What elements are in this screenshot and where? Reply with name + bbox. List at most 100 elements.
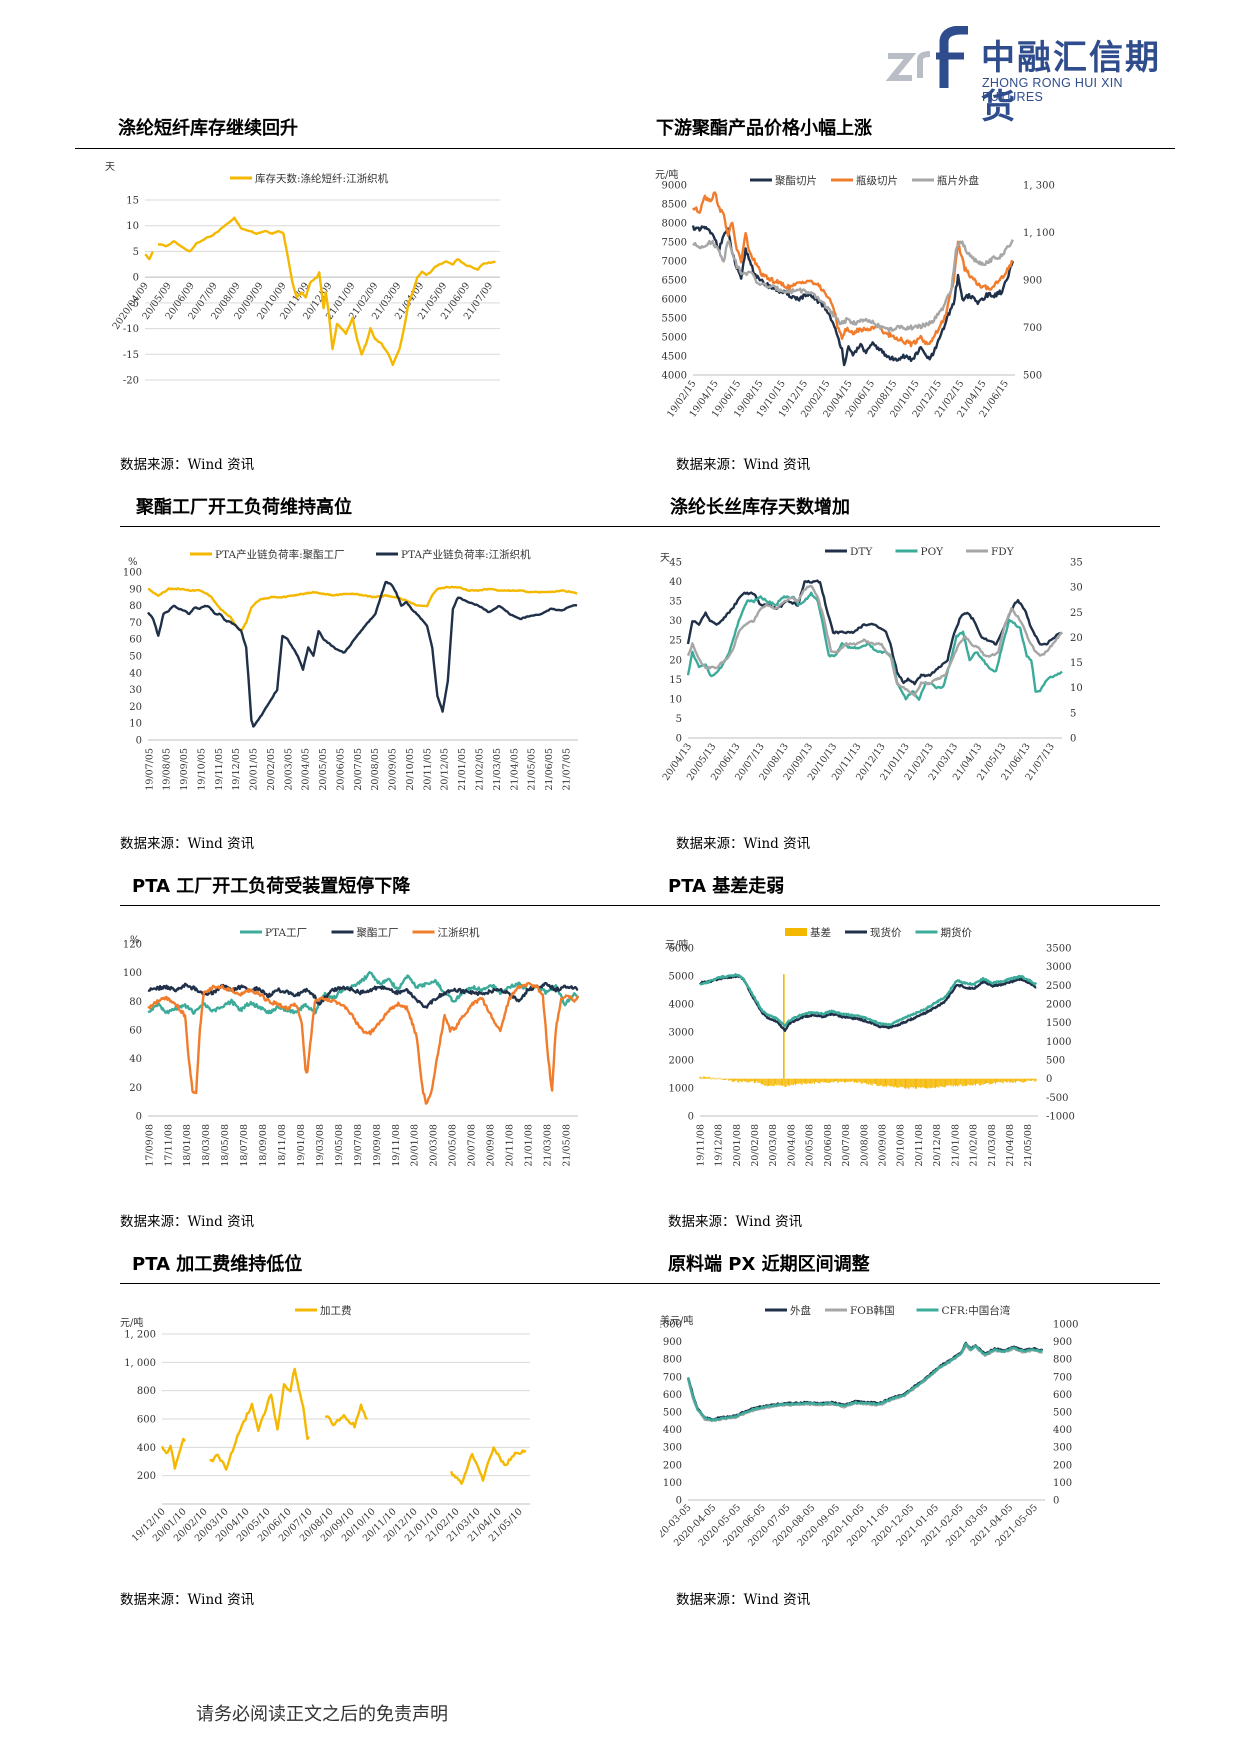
c6-y2tick-label: 2500 (1046, 981, 1071, 992)
c6-basis-bar (839, 1078, 841, 1082)
c6-basis-bar (1019, 1078, 1021, 1082)
c6-basis-bar (857, 1078, 859, 1083)
c6-basis-bar (742, 1078, 744, 1081)
c6-svg: 元/吨6000500040003000200010000350030002500… (665, 926, 1075, 1167)
c2-y2tick-label: 1, 300 (1023, 181, 1055, 192)
c2-ytick-label: 6500 (662, 276, 687, 287)
c6-basis-bar (868, 1078, 870, 1086)
c3-xtick-label: 19/11/05 (214, 748, 225, 791)
c6-basis-bar (853, 1078, 855, 1083)
c3-ytick-label: 0 (136, 736, 142, 747)
c6-basis-bar (921, 1078, 923, 1088)
c3-xtick-label: 20/06/05 (335, 748, 346, 791)
c6-basis-bar (938, 1078, 940, 1088)
c5-xtick-label: 18/03/08 (201, 1124, 212, 1167)
c6-basis-bar (713, 1078, 715, 1080)
c6-basis-bar (803, 1078, 805, 1084)
c6-basis-bar (788, 1078, 790, 1086)
source-p2: 数据来源：Wind 资讯 (676, 457, 811, 473)
c6-basis-bar (890, 1078, 892, 1087)
c6-xtick-label: 20/08/08 (859, 1124, 870, 1167)
c3-ytick-label: 60 (129, 635, 142, 646)
c6-basis-bar (973, 1078, 975, 1085)
c6-basis-bar (815, 1078, 817, 1082)
c7-unit-label: 元/吨 (120, 1316, 143, 1329)
c6-basis-bar (1007, 1078, 1009, 1083)
c5-xtick-label: 20/09/08 (486, 1124, 497, 1167)
c6-basis-bar (785, 1078, 787, 1087)
c6-basis-bar (1014, 1078, 1016, 1083)
c2-legend-label: 瓶片外盘 (937, 174, 979, 187)
c6-basis-bar (956, 1078, 958, 1086)
c6-basis-bar (749, 1078, 751, 1083)
c3-xtick-label: 19/09/05 (179, 748, 190, 791)
c6-basis-bar (966, 1078, 968, 1086)
c6-basis-bar (786, 1078, 788, 1085)
c4-y2tick-label: 25 (1070, 608, 1083, 619)
c4-series-line (686, 591, 1063, 701)
c6-basis-bar (867, 1078, 869, 1084)
c6-basis-bar (769, 1078, 771, 1086)
c2-series-line (692, 191, 1014, 348)
c3-xtick-label: 20/05/05 (318, 748, 329, 791)
c6-basis-bar (954, 1078, 956, 1087)
c6-xtick-label: 20/06/08 (823, 1124, 834, 1167)
c6-xtick-label: 21/03/08 (987, 1124, 998, 1167)
c5-xtick-label: 17/09/08 (144, 1124, 155, 1167)
c8-y2tick-label: 1000 (1053, 1320, 1078, 1331)
source-p3: 数据来源：Wind 资讯 (120, 836, 255, 852)
c2-series-line (692, 239, 1014, 333)
c6-basis-bar (777, 1078, 779, 1085)
c8-ytick-label: 200 (663, 1460, 682, 1471)
c6-basis-bar (901, 1078, 903, 1087)
c6-basis-bar (947, 1078, 949, 1086)
c6-y2tick-label: 1500 (1046, 1018, 1071, 1029)
c6-basis-bar (968, 1078, 970, 1085)
c8-y2tick-label: 700 (1053, 1372, 1072, 1383)
panel-title-p6: PTA 基差走弱 (668, 876, 785, 897)
c6-basis-bar (893, 1078, 895, 1088)
c6-basis-bar (1032, 1078, 1034, 1081)
c8-y2tick-label: 200 (1053, 1460, 1072, 1471)
c5-xtick-label: 20/11/08 (505, 1124, 516, 1167)
c6-basis-bar (741, 1078, 743, 1083)
c6-ytick-label: 2000 (669, 1056, 694, 1067)
c6-basis-bar (812, 1078, 814, 1083)
c4-y2tick-label: 35 (1070, 558, 1083, 569)
c8-unit-label: 美元/吨 (660, 1314, 693, 1327)
c6-y2tick-label: 1000 (1046, 1037, 1071, 1048)
c6-ytick-label: 1000 (669, 1084, 694, 1095)
c6-basis-bar (1016, 1078, 1018, 1082)
c3-xtick-label: 20/02/05 (266, 748, 277, 791)
c6-basis-bar (873, 1078, 875, 1084)
c6-basis-bar (929, 1078, 931, 1089)
c6-basis-bar (916, 1078, 918, 1089)
c6-xtick-label: 20/10/08 (896, 1124, 907, 1167)
c5-xtick-label: 19/03/08 (315, 1124, 326, 1167)
c6-basis-bar (882, 1078, 884, 1087)
c6-basis-bar (957, 1078, 959, 1087)
chart-short-fiber-inventory: 天 15 10 5 0 -5 -10 -15 -20 2020/04/09 20/05/09 20/0… (105, 160, 565, 440)
c8-y2tick-label: 600 (1053, 1390, 1072, 1401)
c6-basis-bar (891, 1078, 893, 1087)
c6-basis-bar (940, 1078, 942, 1087)
c6-basis-bar (829, 1078, 831, 1083)
c5-ytick-label: 100 (123, 968, 142, 979)
c5-xtick-label: 18/09/08 (258, 1124, 269, 1167)
c6-basis-bar (793, 1078, 795, 1084)
c6-basis-bar (706, 1077, 708, 1079)
c6-basis-bar (818, 1078, 820, 1084)
c6-basis-bar (767, 1078, 769, 1087)
c6-basis-bar (932, 1078, 934, 1088)
source-p7: 数据来源：Wind 资讯 (120, 1592, 255, 1608)
c6-basis-bar (928, 1078, 930, 1088)
c4-ytick-label: 0 (676, 734, 682, 745)
c6-basis-bar (832, 1078, 834, 1083)
title-divider-4 (120, 1283, 1160, 1284)
c3-xtick-label: 21/05/05 (527, 748, 538, 791)
panel-title-p7: PTA 加工费维持低位 (132, 1254, 303, 1275)
c6-basis-bar (917, 1078, 919, 1088)
c6-basis-bar (970, 1078, 972, 1086)
c6-basis-bar (892, 1078, 894, 1088)
c8-y2tick-label: 900 (1053, 1337, 1072, 1348)
